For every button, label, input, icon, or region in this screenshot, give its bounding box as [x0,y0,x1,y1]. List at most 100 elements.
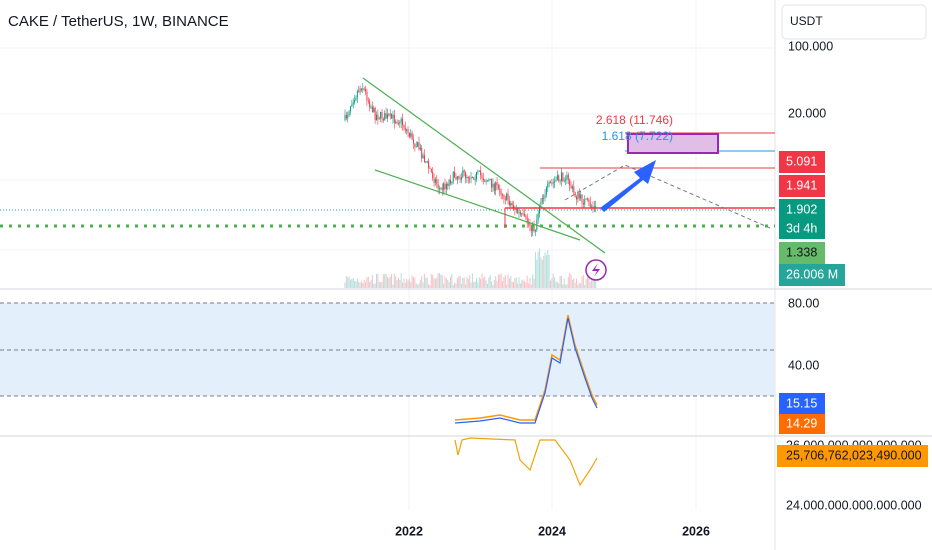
candle-body [426,161,428,163]
candle-body [580,194,582,199]
candle-body [396,121,398,124]
candle-body [569,179,571,186]
candle-body [514,208,516,210]
candle-body [541,197,543,203]
price-tag [779,199,825,239]
volume-bar [511,282,513,288]
candle-body [551,182,553,184]
volume-bar [565,284,567,288]
volume-bar [497,274,499,288]
candle-body [454,171,456,178]
volume-bar [454,282,456,288]
currency-button[interactable] [781,4,927,40]
volume-bar [417,284,419,288]
volume-bar [495,275,497,288]
volume-bar [489,274,491,288]
candle-body [517,208,519,213]
volume-bar [444,276,446,288]
volume-bar [437,273,439,288]
candle-body [377,114,379,120]
volume-bar [515,277,517,288]
trend-line [374,169,581,241]
volume-bar [347,277,349,288]
currency[interactable]: USDT [790,14,823,28]
volume-bar [386,276,388,288]
volume-bar [574,282,576,288]
candle-body [459,177,461,180]
volume-bar [423,273,425,288]
candle-body [552,182,554,184]
volume-bar [403,278,405,288]
rsi-line [454,314,598,421]
volume-bar [356,278,358,288]
candle-body [525,215,527,218]
volume-bar [502,281,504,288]
candle-body [469,178,471,180]
volume-bar [396,280,398,288]
candle-body [451,181,453,184]
price-tag [779,264,845,286]
candle-body [482,178,484,181]
candle-body [554,181,556,183]
candle-body [433,178,435,183]
candle-body [385,113,387,119]
candle-body [423,155,425,162]
candle-body [534,230,536,232]
volume-bar [373,284,375,288]
candle-body [347,114,349,119]
candle-body [573,186,575,193]
candle-body [449,179,451,184]
candle-body [530,226,532,231]
axis-label: 80.00 [788,296,819,310]
candle-body [367,100,369,102]
volume-bar [443,283,445,288]
candle-body [392,114,394,119]
candle-body [593,206,595,208]
candle-body [434,179,436,183]
candle-body [548,182,550,184]
volume-bar [586,277,588,288]
candle-body [419,147,421,150]
volume-bar [573,278,575,288]
candle-body [393,114,395,123]
candle-body [508,200,510,206]
volume-bar [462,278,464,288]
candle-body [562,172,564,181]
candle-body [571,186,573,189]
candle-body [428,161,430,168]
volume-bar [370,280,372,288]
candle-body [351,104,353,107]
candle-body [458,176,460,178]
volume-bar [439,273,441,288]
candle-body [445,183,447,190]
candle-body [355,97,357,101]
candle-body [484,180,486,182]
candle-body [500,193,502,195]
volume-bar [522,279,524,288]
volume-bar [517,283,519,288]
candle-body [467,176,469,179]
candle-body [491,178,493,188]
volume-bar [544,252,546,288]
candle-body [499,188,501,194]
volume-bar [547,249,549,288]
candle-body [480,170,482,176]
volume-bar [496,281,498,288]
candle-body [447,183,449,186]
volume-bar [432,274,434,288]
candle-body [518,212,520,214]
time-label: 2024 [538,524,566,538]
candle-body [373,107,375,112]
candle-body [510,203,512,206]
candle-body [403,125,405,128]
candle-body [430,169,432,172]
candle-body [502,194,504,196]
volume-bar [521,280,523,288]
indicator-tag-text: 25,706,762,023,490.000 [786,448,922,462]
volume-bar [488,277,490,288]
volume-bar [492,284,494,288]
volume-bar [456,277,458,288]
candle-body [533,223,535,232]
candle-body [522,213,524,215]
